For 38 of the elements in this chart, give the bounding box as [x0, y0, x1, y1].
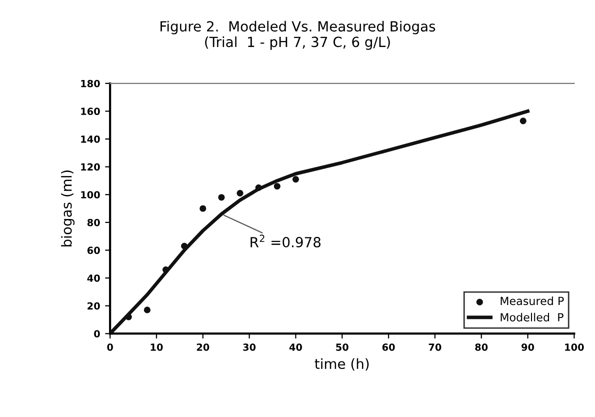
x-tick-label: 90 — [522, 343, 534, 351]
x-tick-label: 30 — [243, 343, 256, 351]
point — [144, 306, 150, 314]
point — [181, 242, 188, 250]
point — [218, 194, 225, 201]
x-tick-label: 100 — [565, 343, 584, 351]
y-tick-label: 20 — [88, 302, 100, 310]
x-tick-label: 40 — [289, 343, 302, 351]
x-axis-title: time (h) — [314, 358, 369, 371]
legend-label: Measured P — [500, 296, 564, 306]
x-tick-label: 70 — [428, 343, 442, 351]
y-axis-title: biogas (ml) — [61, 170, 75, 246]
x-tick-label: 20 — [196, 343, 210, 351]
y-tick-label: 0 — [94, 330, 100, 338]
y-tick-label: 180 — [81, 80, 100, 88]
chart-title: Figure 2. Modeled Vs. Measured Biogas (Trial 1 - pH 7, 37 C, 6 g/L) — [160, 20, 436, 50]
point — [200, 205, 206, 212]
y-tick-label: 40 — [87, 274, 100, 282]
point — [520, 118, 526, 124]
point — [274, 182, 280, 190]
x-tick-label: 60 — [382, 343, 395, 351]
y-tick-label: 60 — [87, 246, 100, 254]
y-tick-label: 120 — [81, 163, 100, 171]
legend-label: Modelled P — [500, 312, 564, 322]
point — [255, 184, 262, 191]
x-tick-label: 0 — [107, 343, 113, 351]
point — [125, 314, 132, 320]
point — [236, 190, 244, 197]
x-tick-label: 50 — [336, 343, 348, 351]
x-tick-label: 80 — [475, 343, 488, 351]
y-tick-label: 140 — [81, 135, 100, 143]
y-tick-label: 80 — [87, 218, 100, 226]
y-tick-label: 160 — [81, 108, 100, 116]
y-tick-label: 100 — [81, 191, 100, 198]
point — [162, 266, 170, 273]
annotation: R$^{2}$ =0.978 — [250, 234, 321, 248]
point — [292, 176, 300, 183]
x-tick-label: 10 — [150, 343, 163, 351]
